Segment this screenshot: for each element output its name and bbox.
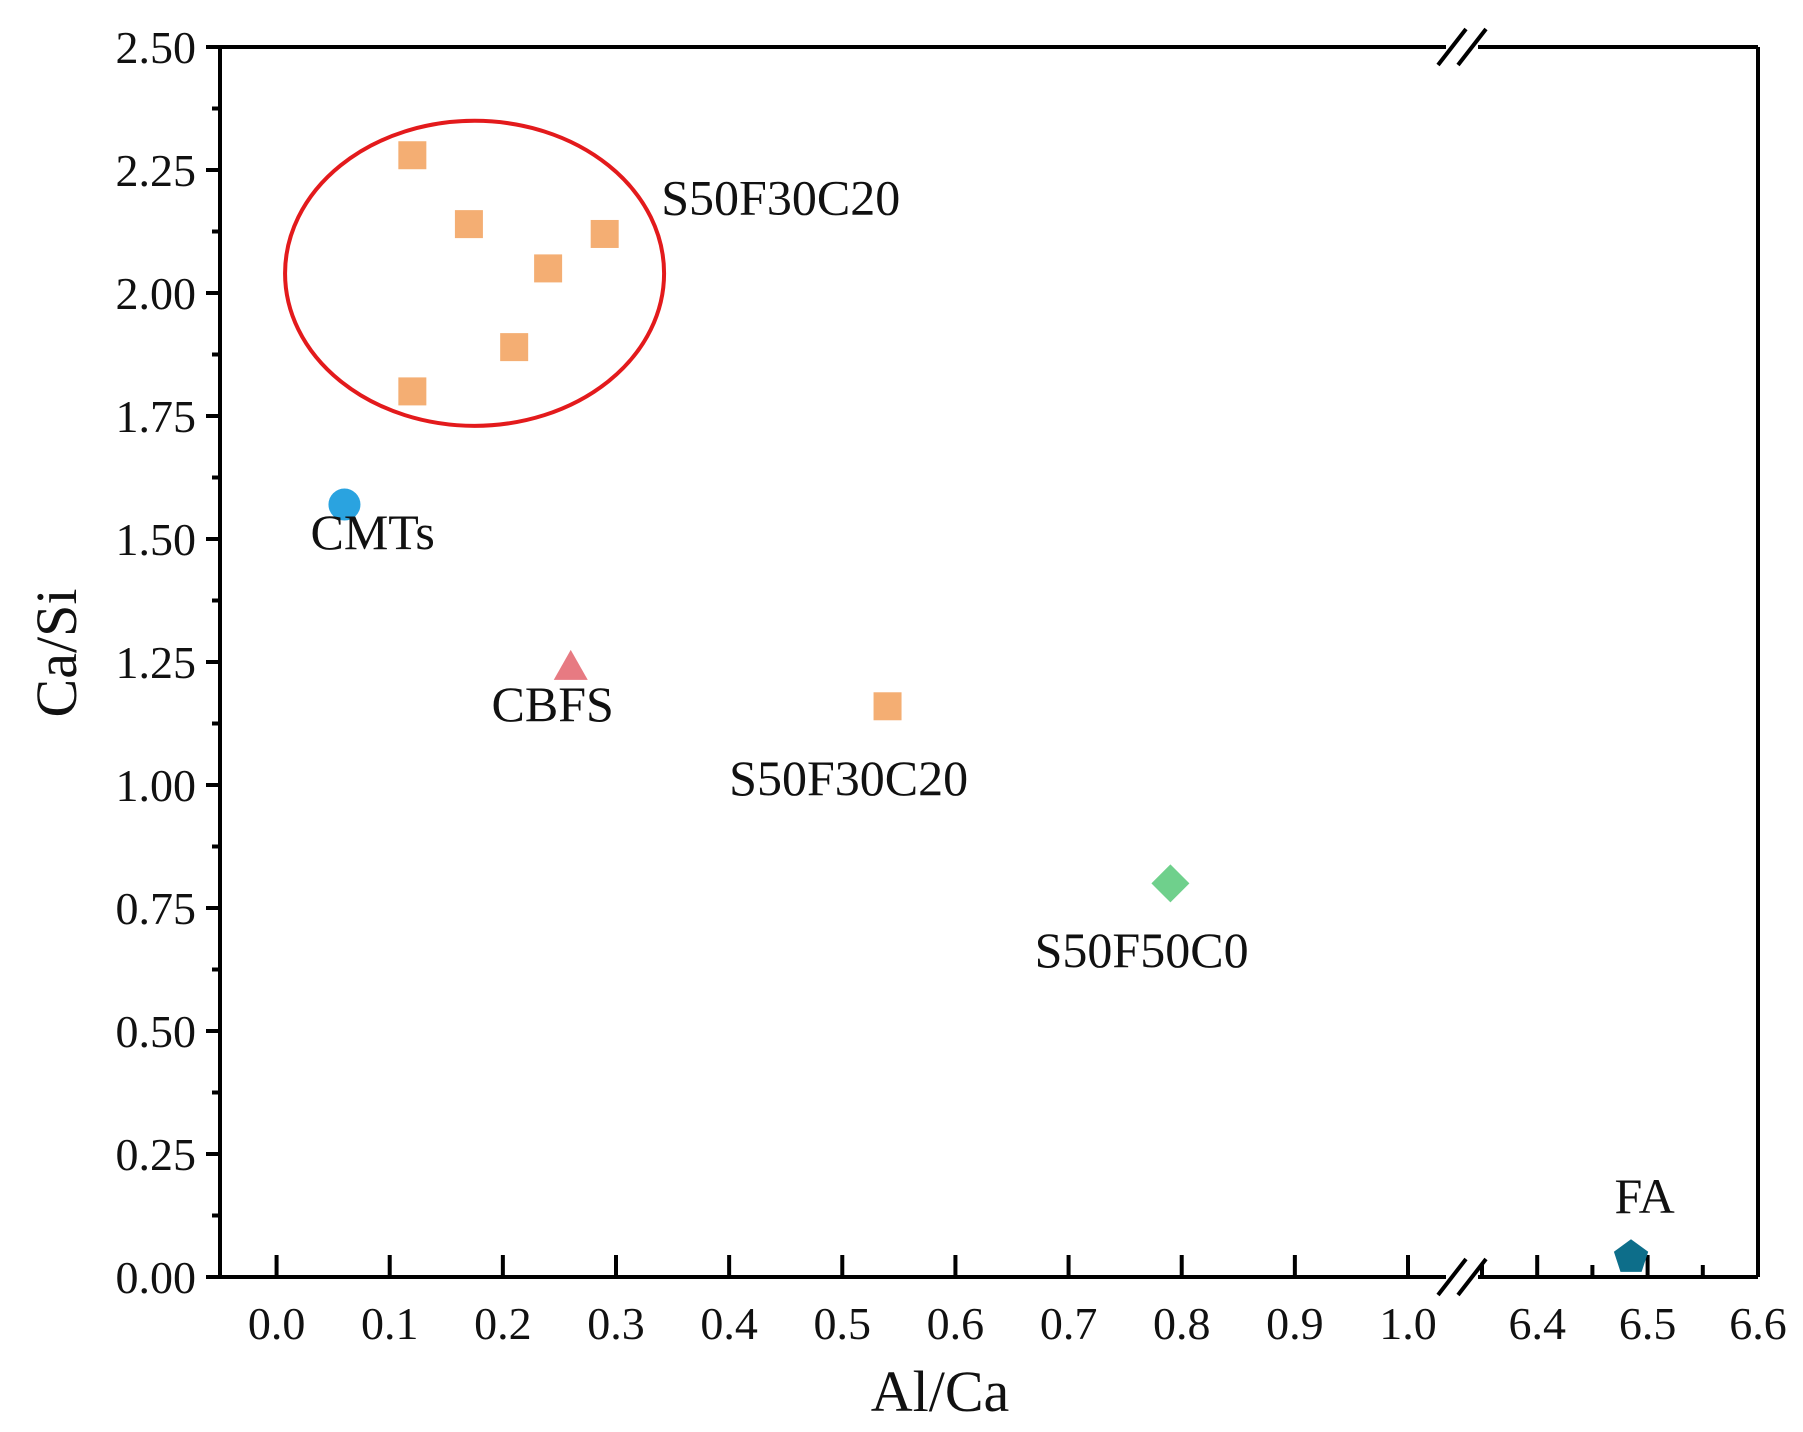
x-tick-label: 0.4 [700, 1298, 758, 1349]
point-label-s50f50c0: S50F50C0 [1035, 922, 1249, 978]
x-axis-title: Al/Ca [871, 1359, 1010, 1424]
point-fa-1 [1613, 1239, 1649, 1272]
x-tick-label: 0.5 [814, 1298, 872, 1349]
point-label-fa: FA [1614, 1168, 1674, 1224]
x-axis: 0.0 0.1 0.2 0.3 0.4 0.5 0.6 0.7 0.8 0.9 1.0 6.4 6.5 6… [248, 1255, 1787, 1349]
y-tick-label: 0.75 [116, 883, 197, 934]
highlight-layer [283, 118, 667, 428]
point-label-s50f30c20: S50F30C20 [661, 169, 900, 225]
point-label-cbfs: CBFS [492, 676, 614, 732]
point-cbfs-1 [553, 649, 588, 680]
point-s50f30c20-7 [873, 692, 902, 721]
highlight-ellipse [283, 118, 667, 428]
x-tick-label: 0.2 [474, 1298, 532, 1349]
point-s50f30c20-2 [454, 210, 483, 239]
y-tick-label: 0.50 [116, 1006, 197, 1057]
top-break-mark-2 [1456, 27, 1488, 67]
point-s50f30c20-6 [398, 377, 427, 406]
x-tick-label: 0.3 [587, 1298, 645, 1349]
point-s50f30c20-5 [500, 333, 529, 362]
x-tick-label: 0.7 [1040, 1298, 1098, 1349]
data-points [328, 141, 1649, 1272]
y-tick-label: 2.25 [116, 145, 197, 196]
y-tick-label: 1.75 [116, 391, 197, 442]
point-s50f30c20-3 [534, 254, 563, 283]
point-s50f50c0-1 [1151, 864, 1190, 903]
top-break-mark-1 [1436, 27, 1468, 67]
x-tick-label: 6.4 [1508, 1298, 1566, 1349]
plot-frame [218, 27, 1760, 1297]
y-tick-label: 1.00 [116, 760, 197, 811]
x-tick-label: 6.5 [1619, 1298, 1677, 1349]
point-cmts-1 [328, 488, 361, 521]
point-s50f30c20-1 [398, 141, 427, 170]
bottom-break-mark-1 [1436, 1257, 1468, 1297]
x-tick-label: 6.6 [1729, 1298, 1787, 1349]
y-tick-label: 1.25 [116, 637, 197, 688]
y-tick-label: 0.00 [116, 1252, 197, 1303]
y-tick-label: 0.25 [116, 1129, 197, 1180]
y-tick-label: 2.00 [116, 268, 197, 319]
y-tick-label: 1.50 [116, 514, 197, 565]
x-tick-label: 1.0 [1379, 1298, 1437, 1349]
y-tick-label: 2.50 [116, 22, 197, 73]
point-labels: S50F30C20 CMTs CBFS S50F30C20 S50F50C0 FA [311, 169, 1675, 1224]
x-tick-label: 0.9 [1266, 1298, 1324, 1349]
point-s50f30c20-4 [590, 219, 619, 248]
y-axis: 0.00 0.25 0.50 0.75 1.00 1.25 1.50 1.75 2.00 2.25… [116, 22, 220, 1303]
x-tick-label: 0.6 [927, 1298, 985, 1349]
x-tick-label: 0.8 [1153, 1298, 1211, 1349]
x-tick-label: 0.1 [361, 1298, 419, 1349]
point-label-s50f30c20: S50F30C20 [729, 750, 968, 806]
x-tick-label: 0.0 [248, 1298, 306, 1349]
y-axis-title: Ca/Si [24, 589, 89, 718]
point-label-cmts: CMTs [311, 504, 435, 560]
